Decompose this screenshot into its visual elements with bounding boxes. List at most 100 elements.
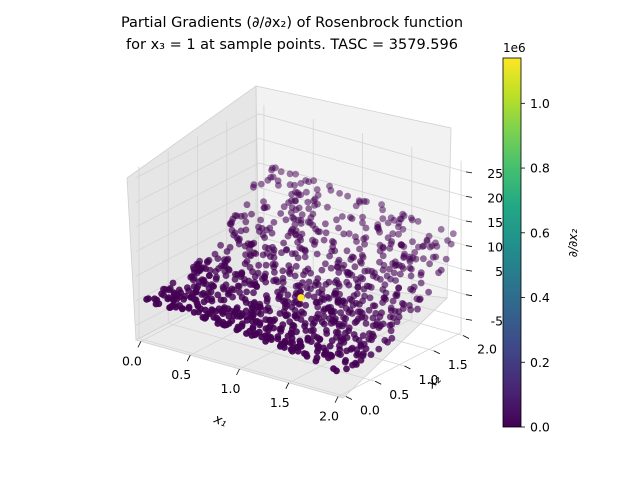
scatter-point — [199, 276, 206, 283]
scatter-point — [280, 275, 287, 282]
scatter-point — [243, 308, 250, 315]
scatter-point — [269, 244, 276, 251]
highlight-point — [297, 294, 304, 301]
x-tick-mark — [335, 397, 338, 403]
scatter-point — [438, 226, 445, 233]
y-tick-mark — [434, 351, 440, 354]
scatter-point — [244, 201, 251, 208]
scatter-point — [344, 247, 351, 254]
scatter-point — [346, 230, 353, 237]
scatter-point — [244, 258, 251, 265]
scatter-point — [414, 306, 421, 313]
scatter-point — [349, 254, 356, 261]
y-tick-mark — [375, 381, 381, 384]
scatter-point — [389, 335, 396, 342]
scatter-point — [229, 227, 236, 234]
x-tick-label: 0.5 — [171, 367, 191, 382]
scatter-point — [285, 262, 292, 269]
colorbar: 1e6 0.00.20.40.60.81.0 ∂/∂x₂ — [503, 41, 580, 435]
scatter-point — [372, 303, 379, 310]
scatter-point — [339, 213, 346, 220]
z-tick-mark — [466, 319, 472, 320]
scatter-point — [319, 267, 326, 274]
scatter-point — [401, 251, 408, 258]
scatter-point — [364, 283, 371, 290]
scatter-point — [336, 257, 343, 264]
x-tick-label: 2.0 — [319, 409, 339, 424]
scatter-point — [376, 259, 383, 266]
scatter-point — [415, 218, 422, 225]
scatter-point — [378, 201, 385, 208]
scatter-point — [314, 275, 321, 282]
scatter-point — [250, 289, 257, 296]
scatter-point — [287, 181, 294, 188]
scatter-point — [302, 302, 309, 309]
scatter-point — [420, 255, 427, 262]
scatter-point — [271, 316, 278, 323]
scatter-point — [324, 294, 331, 301]
scatter-point — [303, 189, 310, 196]
scatter-point — [344, 193, 351, 200]
scatter-point — [255, 270, 262, 277]
scatter-point — [256, 329, 263, 336]
x-tick-mark — [286, 383, 289, 389]
colorbar-tick-label: 0.2 — [530, 355, 550, 370]
scatter-point — [443, 256, 450, 263]
scatter-point — [283, 216, 290, 223]
scatter-point — [212, 251, 219, 258]
scatter-point — [359, 214, 366, 221]
scatter-point — [326, 279, 333, 286]
scatter-point — [335, 225, 342, 232]
scatter-point — [314, 342, 321, 349]
colorbar-label: ∂/∂x₂ — [566, 229, 580, 258]
scatter-point — [278, 168, 285, 175]
scatter-point — [368, 351, 375, 358]
scatter-point — [301, 350, 308, 357]
scatter-point — [360, 332, 367, 339]
scatter-point — [408, 273, 415, 280]
scatter-point — [378, 309, 385, 316]
scatter-point — [262, 271, 269, 278]
x-tick-label: 0.0 — [122, 353, 142, 368]
scatter-point — [255, 262, 262, 269]
scatter-point — [395, 284, 402, 291]
scatter-point — [277, 210, 284, 217]
scatter-point — [382, 281, 389, 288]
scatter-point — [251, 299, 258, 306]
scatter-point — [217, 242, 224, 249]
scatter-point — [286, 318, 293, 325]
y-tick-mark — [346, 396, 352, 399]
scatter-point — [333, 277, 340, 284]
scatter-point — [250, 240, 257, 247]
z-tick-mark — [466, 172, 472, 173]
scatter-point — [279, 268, 286, 275]
scatter-point — [305, 205, 312, 212]
x-tick-mark — [237, 369, 240, 375]
scatter-point — [227, 244, 234, 251]
scatter-point — [258, 181, 265, 188]
scatter-point — [283, 246, 290, 253]
scatter-point — [322, 260, 329, 267]
scatter-point — [349, 345, 356, 352]
axes-3d: 0.00.51.01.52.0 0.00.51.01.52.0 -5000500… — [122, 86, 519, 431]
scatter-point — [196, 258, 203, 265]
scatter-point — [271, 219, 278, 226]
scatter-point — [352, 233, 359, 240]
scatter-point — [232, 212, 239, 219]
scatter-point — [314, 354, 321, 361]
colorbar-tick-label: 1.0 — [530, 96, 550, 111]
scatter-point — [399, 211, 406, 218]
z-tick-mark — [466, 246, 472, 247]
scatter-point — [359, 252, 366, 259]
scatter-point — [234, 304, 241, 311]
scatter-point — [328, 265, 335, 272]
scatter-point — [304, 199, 311, 206]
x-tick-label: 1.0 — [221, 381, 241, 396]
y-tick-mark — [405, 366, 411, 369]
y-tick-mark — [463, 336, 469, 339]
x-axis-label: x₁ — [211, 411, 230, 430]
scatter-point — [398, 241, 405, 248]
colorbar-tick-label: 0.6 — [530, 225, 550, 240]
colorbar-gradient — [503, 58, 521, 427]
